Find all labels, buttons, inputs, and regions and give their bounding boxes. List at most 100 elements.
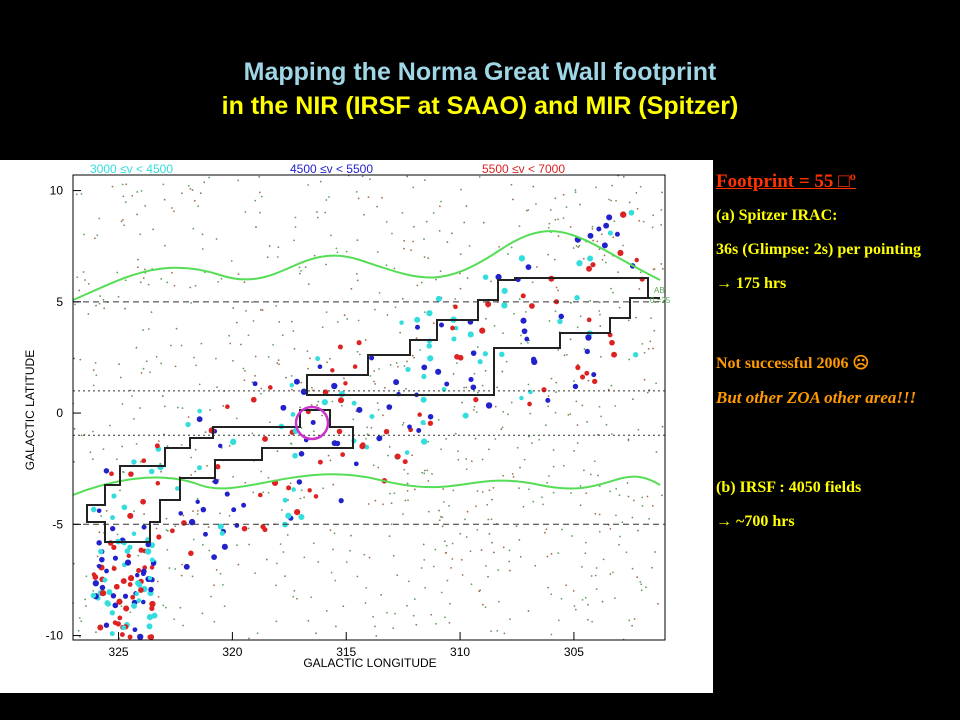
galaxy-dot xyxy=(444,381,450,387)
speck xyxy=(527,209,530,211)
speck xyxy=(427,257,430,259)
speck xyxy=(190,474,193,476)
speck xyxy=(95,304,97,307)
speck xyxy=(335,247,338,250)
speck xyxy=(281,334,284,337)
speck xyxy=(254,199,257,202)
speck xyxy=(282,551,285,553)
galaxy-dot xyxy=(146,613,154,621)
speck xyxy=(108,424,111,427)
galaxy-dot xyxy=(531,358,538,366)
speck xyxy=(572,247,575,249)
speck xyxy=(465,468,468,471)
speck xyxy=(136,213,138,216)
speck xyxy=(191,189,194,191)
speck xyxy=(639,185,642,188)
speck xyxy=(492,551,495,554)
speck xyxy=(661,267,664,270)
speck xyxy=(459,287,462,290)
speck xyxy=(636,207,639,210)
speck xyxy=(582,257,585,260)
speck xyxy=(94,237,96,240)
speck xyxy=(619,535,621,538)
galaxy-dot xyxy=(111,493,117,499)
galaxy-dot xyxy=(234,523,240,528)
speck xyxy=(374,383,377,385)
speck xyxy=(555,286,558,289)
speck xyxy=(548,222,551,225)
galaxy-dot xyxy=(632,351,639,358)
galaxy-dot xyxy=(169,528,175,534)
speck xyxy=(142,329,144,331)
galaxy-dot xyxy=(127,634,133,640)
speck xyxy=(484,369,487,372)
speck xyxy=(474,505,477,508)
speck xyxy=(192,510,194,513)
speck xyxy=(365,437,367,440)
speck xyxy=(552,449,555,451)
speck xyxy=(255,226,257,228)
speck xyxy=(237,563,240,566)
speck xyxy=(602,558,605,561)
galaxy-dot xyxy=(356,340,362,346)
speck xyxy=(350,287,353,290)
galaxy-dot xyxy=(501,287,508,294)
speck xyxy=(280,509,283,511)
speck xyxy=(510,246,513,249)
speck xyxy=(594,574,597,577)
galaxy-dot xyxy=(110,593,117,599)
galaxy-dot xyxy=(617,249,624,256)
speck xyxy=(192,538,195,541)
speck xyxy=(216,386,218,389)
speck xyxy=(516,446,519,449)
galaxy-dot xyxy=(96,508,102,514)
speck xyxy=(308,357,311,360)
speck xyxy=(448,621,451,624)
speck xyxy=(508,560,511,563)
speck xyxy=(333,532,336,535)
speck xyxy=(123,224,126,227)
y-tick-label: 10 xyxy=(50,184,64,198)
galaxy-dot xyxy=(614,231,620,237)
galaxy-dot xyxy=(260,524,266,530)
galaxy-dot xyxy=(453,325,459,331)
speck xyxy=(432,212,435,214)
speck xyxy=(77,629,80,632)
speck xyxy=(290,443,293,445)
speck xyxy=(502,546,505,549)
speck xyxy=(149,371,151,374)
speck xyxy=(268,245,271,247)
speck xyxy=(426,469,429,472)
speck xyxy=(329,459,332,462)
galaxy-dot xyxy=(337,397,345,404)
speck xyxy=(78,636,81,638)
speck xyxy=(423,472,426,475)
speck xyxy=(660,494,663,497)
speck xyxy=(473,372,476,375)
galaxy-dot xyxy=(298,451,305,457)
speck xyxy=(571,535,574,537)
speck xyxy=(73,357,76,360)
speck xyxy=(230,259,233,262)
speck xyxy=(555,391,557,394)
speck xyxy=(459,272,461,275)
speck xyxy=(390,523,393,526)
speck xyxy=(374,308,376,311)
speck xyxy=(189,187,192,190)
speck xyxy=(523,458,526,461)
galaxy-dot xyxy=(291,487,296,492)
galaxy-dot xyxy=(402,459,408,465)
galaxy-dot xyxy=(188,518,196,526)
galaxy-dot xyxy=(224,491,230,497)
speck xyxy=(486,503,489,506)
galaxy-dot xyxy=(90,506,97,513)
speck xyxy=(191,575,194,578)
speck xyxy=(378,368,380,370)
speck xyxy=(413,488,416,491)
speck xyxy=(430,613,433,616)
galaxy-dot xyxy=(102,577,108,583)
speck xyxy=(481,458,484,461)
speck xyxy=(635,192,638,194)
speck xyxy=(598,310,601,312)
galaxy-dot xyxy=(141,524,147,530)
